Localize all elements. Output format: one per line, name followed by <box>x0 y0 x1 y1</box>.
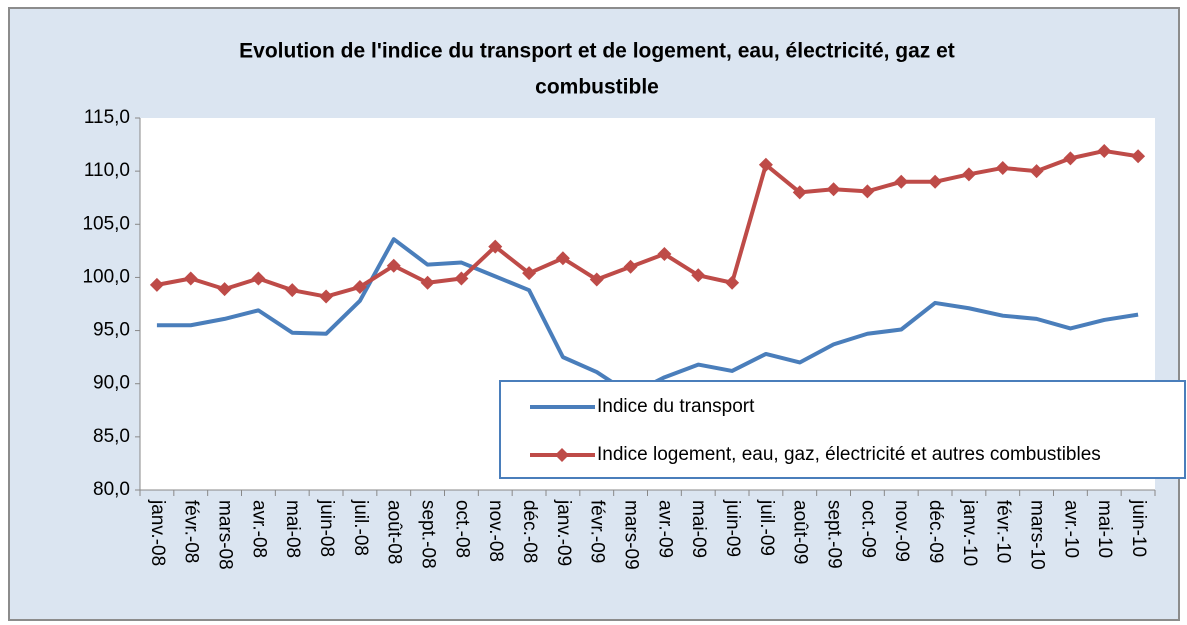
x-tick-label: déc.-08 <box>519 500 540 563</box>
x-tick-label: août-09 <box>790 500 811 564</box>
y-tick-label: 100,0 <box>82 266 130 287</box>
series-marker <box>1131 149 1146 164</box>
x-tick-label: oct.-08 <box>451 500 472 558</box>
series-marker <box>826 182 841 197</box>
legend-label: Indice logement, eau, gaz, électricité e… <box>597 444 1101 465</box>
x-tick-label: avr.-08 <box>248 500 269 558</box>
series-marker <box>725 275 740 290</box>
series-marker <box>319 289 334 304</box>
y-tick-label: 95,0 <box>93 320 130 341</box>
series-marker <box>149 277 164 292</box>
series-marker <box>691 268 706 283</box>
x-tick-label: mai-10 <box>1094 500 1115 558</box>
x-tick-label: sept.-09 <box>824 500 845 569</box>
x-tick-label: mars-10 <box>1027 500 1048 570</box>
series-marker <box>420 275 435 290</box>
x-tick-label: juin-10 <box>1128 499 1149 557</box>
series-marker <box>251 271 266 286</box>
x-tick-label: sept.-08 <box>418 500 439 569</box>
x-tick-label: janv.-09 <box>553 499 574 566</box>
series-marker <box>183 271 198 286</box>
y-tick-label: 105,0 <box>82 213 130 234</box>
x-tick-label: juin-09 <box>722 499 743 557</box>
x-tick-label: nov.-09 <box>891 500 912 562</box>
series-marker <box>1063 151 1078 166</box>
x-tick-label: mars-08 <box>215 500 236 570</box>
x-tick-label: févr.-09 <box>587 500 608 563</box>
series-marker <box>894 174 909 189</box>
series-marker <box>995 160 1010 175</box>
series-marker <box>454 271 469 286</box>
series-marker <box>285 283 300 298</box>
y-tick-label: 80,0 <box>93 479 130 500</box>
y-tick-label: 85,0 <box>93 426 130 447</box>
series-marker <box>555 251 570 266</box>
x-tick-label: nov.-08 <box>485 500 506 562</box>
x-tick-label: avr.-10 <box>1060 500 1081 558</box>
y-tick-label: 110,0 <box>84 160 130 181</box>
x-tick-label: avr.-09 <box>654 500 675 558</box>
y-tick-label: 115,0 <box>84 107 130 128</box>
x-tick-label: juil.-09 <box>756 499 777 556</box>
legend-label: Indice du transport <box>597 396 755 417</box>
x-tick-label: août-08 <box>384 500 405 564</box>
legend-box <box>499 380 1186 479</box>
x-tick-label: févr.-08 <box>181 500 202 563</box>
series-marker <box>589 272 604 287</box>
y-tick-label: 90,0 <box>93 373 130 394</box>
series-marker <box>792 185 807 200</box>
series-marker <box>1029 164 1044 179</box>
series-marker <box>758 157 773 172</box>
x-tick-label: mai-09 <box>688 500 709 558</box>
series-marker <box>961 167 976 182</box>
series-marker <box>623 259 638 274</box>
x-tick-label: févr.-10 <box>993 500 1014 563</box>
x-tick-label: mai-08 <box>282 500 303 558</box>
x-tick-label: oct.-09 <box>857 500 878 558</box>
series-marker <box>217 282 232 297</box>
series-marker <box>386 258 401 273</box>
legend-marker <box>555 448 569 462</box>
x-tick-label: juil.-08 <box>350 499 371 556</box>
series-marker <box>352 279 367 294</box>
x-tick-label: mars-09 <box>621 500 642 570</box>
series-marker <box>928 174 943 189</box>
x-tick-label: juin-08 <box>316 499 337 557</box>
series-marker <box>522 266 537 281</box>
series-marker <box>657 247 672 262</box>
x-tick-label: janv.-10 <box>959 499 980 566</box>
x-tick-label: janv.-08 <box>147 499 168 566</box>
chart-title: Evolution de l'indice du transport et de… <box>239 40 955 63</box>
x-tick-label: déc.-09 <box>925 500 946 563</box>
series-marker <box>860 184 875 199</box>
chart-title: combustible <box>535 76 659 99</box>
series-marker <box>1097 143 1112 158</box>
series-marker <box>488 239 503 254</box>
